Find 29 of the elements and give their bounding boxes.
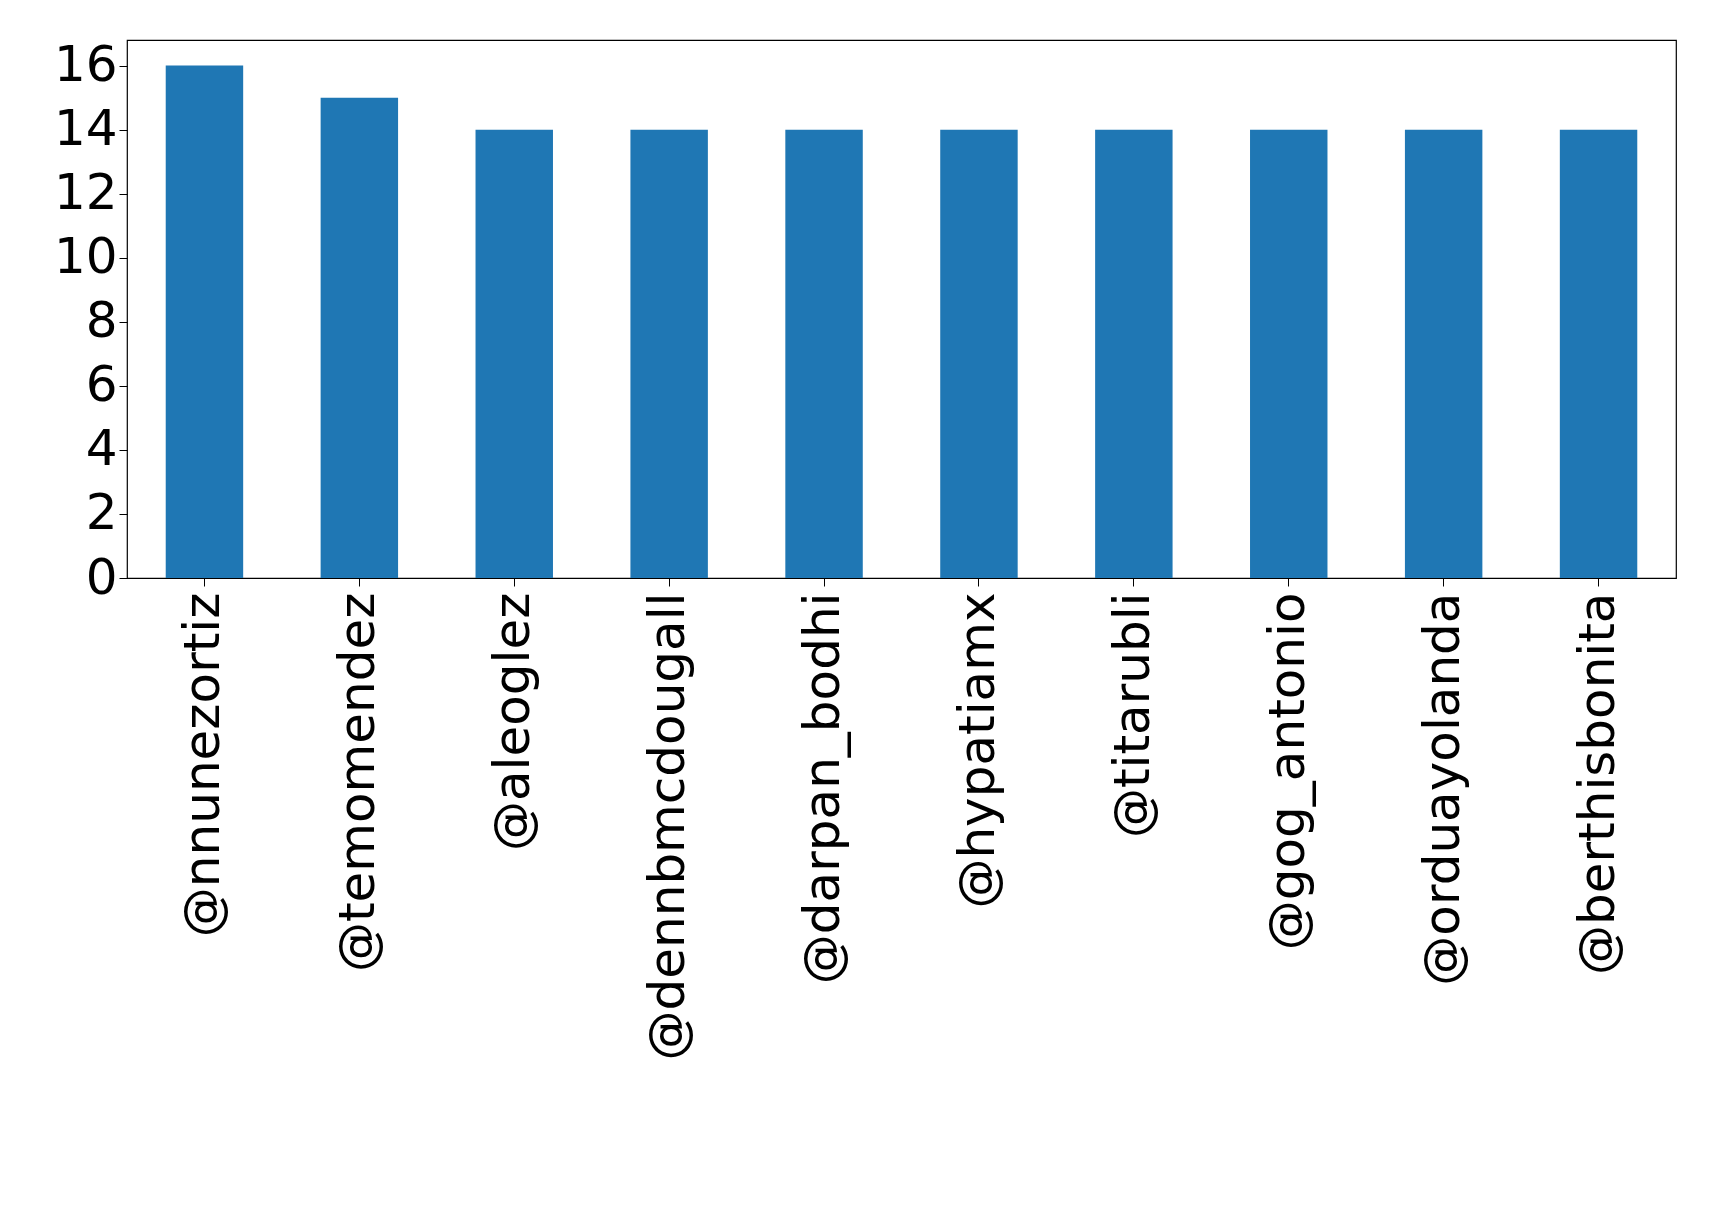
y-tick-label: 6 bbox=[85, 355, 118, 414]
bar bbox=[1095, 129, 1173, 578]
x-tick-label: @hypatiamx bbox=[947, 592, 1006, 909]
y-tick-label: 4 bbox=[85, 419, 118, 478]
y-tick-label: 0 bbox=[85, 547, 118, 606]
y-tick-label: 12 bbox=[53, 163, 118, 222]
x-tick-label: @titarubli bbox=[1102, 592, 1161, 839]
x-tick-label: @nnunezortiz bbox=[173, 592, 232, 938]
x-tick-label: @aleoglez bbox=[483, 592, 542, 852]
bar bbox=[475, 129, 553, 578]
y-tick-label: 10 bbox=[53, 227, 118, 286]
bar bbox=[320, 97, 399, 578]
bar bbox=[1559, 129, 1638, 578]
x-tick-label: @gog_antonio bbox=[1257, 592, 1316, 951]
y-tick-label: 2 bbox=[85, 483, 118, 542]
x-tick-label: @orduayolanda bbox=[1412, 592, 1471, 986]
y-tick-label: 14 bbox=[53, 99, 118, 158]
x-tick-label: @dennbmcdougall bbox=[638, 592, 697, 1061]
bar bbox=[630, 129, 708, 578]
bar bbox=[785, 129, 863, 578]
x-tick-label: @temomendez bbox=[328, 592, 387, 973]
x-tick-label: @darpan_bodhi bbox=[793, 592, 852, 985]
bar bbox=[940, 129, 1018, 578]
bar bbox=[1404, 129, 1483, 578]
y-tick-label: 16 bbox=[53, 35, 118, 94]
x-tick-label: @berthisbonita bbox=[1567, 592, 1626, 975]
y-tick-label: 8 bbox=[85, 291, 118, 350]
bar bbox=[165, 65, 244, 578]
bar bbox=[1250, 129, 1328, 578]
